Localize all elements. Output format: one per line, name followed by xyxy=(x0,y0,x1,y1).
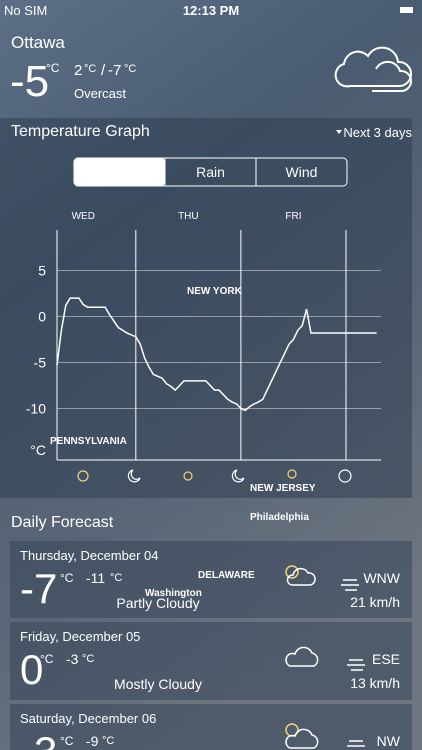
condition: Overcast xyxy=(74,86,126,101)
unit: °C xyxy=(82,653,94,665)
low: -11 xyxy=(86,570,105,586)
wind-direction: WNW xyxy=(363,570,400,586)
cloud-icon xyxy=(372,60,412,92)
y-axis-label: °C xyxy=(30,442,46,458)
cloud-icon xyxy=(334,46,412,88)
unit: °C xyxy=(60,571,74,585)
high: 2 xyxy=(74,62,82,79)
day-label: WED xyxy=(72,211,95,222)
map-label: Washington xyxy=(145,588,202,599)
unit: °C xyxy=(110,572,122,584)
hourly-icons xyxy=(77,469,352,483)
low: -3 xyxy=(66,651,79,667)
graph-panel xyxy=(0,118,412,498)
day-label: THU xyxy=(178,211,199,222)
current-temp: -5 xyxy=(10,57,49,106)
date: Friday, December 05 xyxy=(20,629,140,644)
unit: °C xyxy=(60,734,74,748)
condition: Partly Cloudy xyxy=(116,595,199,611)
unit: °C xyxy=(46,61,60,75)
condition: Mostly Cloudy xyxy=(114,676,202,692)
date: Saturday, December 06 xyxy=(20,711,156,726)
day-label: FRI xyxy=(285,211,301,222)
tab-selected[interactable] xyxy=(74,158,165,186)
unit: °C xyxy=(102,735,114,747)
carrier: No SIM xyxy=(4,3,47,18)
tab[interactable]: Wind xyxy=(286,164,318,180)
day-temp: -7 xyxy=(20,565,57,612)
unit: °C xyxy=(124,63,136,75)
y-tick-label: 0 xyxy=(38,308,46,324)
low: -9 xyxy=(86,733,99,749)
wind-direction: ESE xyxy=(372,651,400,667)
unit: °C xyxy=(40,652,54,666)
section-title: Daily Forecast xyxy=(11,514,114,531)
forecast-card xyxy=(10,704,412,750)
city: Ottawa xyxy=(11,33,65,52)
unit: °C xyxy=(84,63,96,75)
wind-direction: NW xyxy=(377,733,401,749)
wind-speed: 21 km/h xyxy=(350,594,400,610)
section-title: Temperature Graph xyxy=(11,123,150,140)
tab[interactable]: Rain xyxy=(196,164,225,180)
separator: / xyxy=(101,62,106,79)
forecast-card xyxy=(10,622,412,700)
map-label: NEW JERSEY xyxy=(250,483,316,494)
dropdown-arrow[interactable] xyxy=(336,130,342,134)
tab[interactable]: Temperature xyxy=(80,164,159,180)
wind-speed: 13 km/h xyxy=(350,675,400,691)
map-label: PENNSYLVANIA xyxy=(50,436,127,447)
map-label: Philadelphia xyxy=(250,512,309,523)
y-tick-label: -5 xyxy=(34,354,47,370)
date: Thursday, December 04 xyxy=(20,548,159,563)
low: -7 xyxy=(108,62,121,79)
range-selector[interactable]: Next 3 days xyxy=(343,125,412,140)
day-temp: 0 xyxy=(20,646,43,693)
day-temp: -3 xyxy=(20,728,57,750)
clock: 12:13 PM xyxy=(183,3,239,18)
map-label: DELAWARE xyxy=(198,570,255,581)
temperature-line xyxy=(56,297,377,412)
forecast-icons xyxy=(285,565,365,749)
map-label: NEW YORK xyxy=(187,286,243,297)
battery xyxy=(400,7,413,13)
y-tick-label: -10 xyxy=(26,400,46,416)
y-tick-label: 5 xyxy=(38,262,46,278)
